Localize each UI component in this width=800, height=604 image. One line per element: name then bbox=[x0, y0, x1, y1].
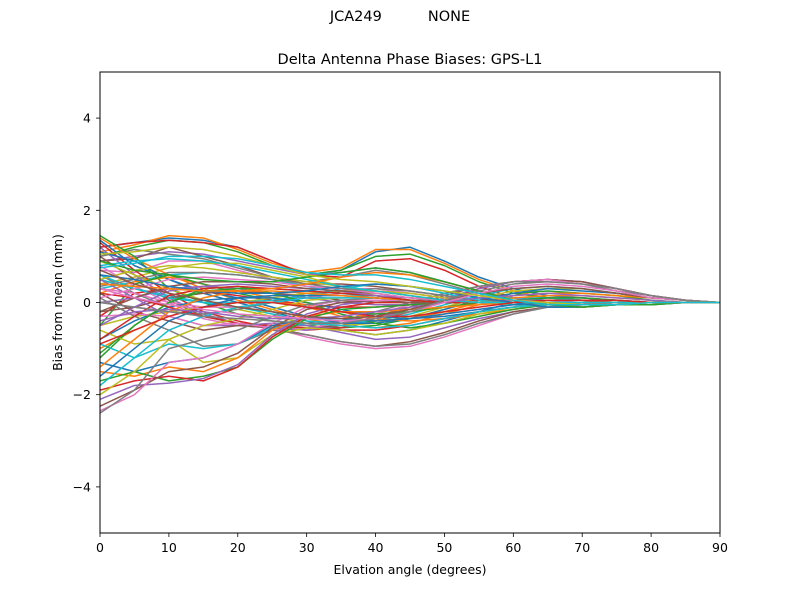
chart-title: Delta Antenna Phase Biases: GPS-L1 bbox=[278, 52, 543, 68]
x-tick-label: 20 bbox=[230, 540, 246, 555]
series-line bbox=[100, 269, 720, 320]
series-layer bbox=[100, 234, 720, 414]
x-tick-label: 0 bbox=[96, 540, 104, 555]
y-tick-label: −4 bbox=[73, 479, 91, 494]
series-line bbox=[100, 255, 720, 306]
y-tick-label: −2 bbox=[73, 387, 91, 402]
x-tick-label: 90 bbox=[712, 540, 728, 555]
y-tick-label: 0 bbox=[83, 295, 91, 310]
series-line bbox=[100, 257, 720, 304]
x-tick-label: 80 bbox=[643, 540, 659, 555]
x-tick-label: 40 bbox=[368, 540, 384, 555]
x-tick-label: 50 bbox=[436, 540, 452, 555]
x-tick-label: 70 bbox=[574, 540, 590, 555]
y-tick-label: 4 bbox=[83, 111, 91, 126]
series-line bbox=[100, 299, 720, 345]
x-tick-label: 30 bbox=[299, 540, 315, 555]
x-axis-label: Elvation angle (degrees) bbox=[333, 562, 486, 577]
series-line bbox=[100, 292, 720, 322]
x-ticks: 0 10 20 30 40 50 60 70 80 90 bbox=[96, 533, 728, 555]
series-line bbox=[100, 281, 720, 324]
figure-suptitle: JCA249 NONE bbox=[329, 9, 471, 25]
x-tick-label: 10 bbox=[161, 540, 177, 555]
x-tick-label: 60 bbox=[505, 540, 521, 555]
y-tick-label: 2 bbox=[83, 203, 91, 218]
y-ticks: −4 −2 0 2 4 bbox=[73, 111, 100, 494]
y-axis-label: Bias from mean (mm) bbox=[50, 234, 65, 371]
